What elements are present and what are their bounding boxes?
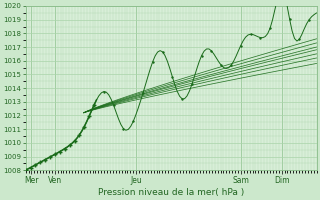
X-axis label: Pression niveau de la mer( hPa ): Pression niveau de la mer( hPa ) (98, 188, 244, 197)
